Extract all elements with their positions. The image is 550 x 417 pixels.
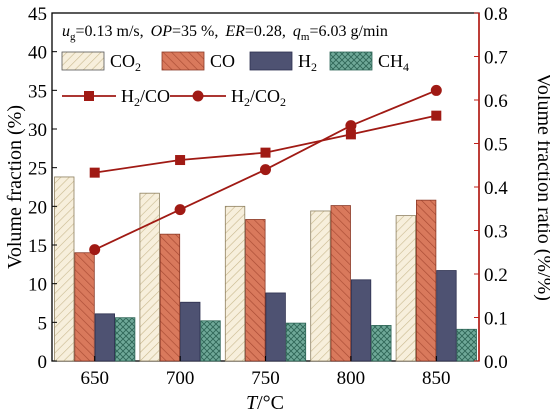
x-axis-title: T/°C [246,392,284,414]
bar-co2-850 [395,215,417,362]
bar-co-850 [415,199,437,362]
y-axis-title-left: Volume fraction (%) [4,105,26,269]
legend-swatch-co [161,51,205,71]
point-h2-co2-800 [345,120,357,132]
y-right-tick-label: 0.6 [484,91,508,112]
y-right-tick-label: 0.0 [484,352,508,373]
x-tick-label-650: 650 [80,368,109,389]
bar-h2-850 [436,270,457,362]
bar-co2-750 [224,205,246,362]
lines-layer [89,84,442,256]
bar-co-800 [330,205,351,362]
bar-co2-650 [54,176,75,362]
y-left-tick-label: 40 [28,43,47,64]
legend-label-h2co: H2/CO [121,86,170,109]
y-right-tick-label: 0.7 [484,48,508,69]
legend-label-h2co2: H2/CO2 [231,86,286,109]
point-h2-co-800 [345,129,356,140]
bar-co-750 [245,219,266,362]
bar-co2-800 [310,210,331,362]
legend-marker-circle [192,90,204,102]
legend-label-co: CO [210,51,235,71]
bars-layer [54,176,477,362]
legend-item-co2: CO2 [61,51,141,74]
conditions-text: ug=0.13 m/s, OP=35 %, ER=0.28, qm=6.03 g… [62,23,388,43]
y-right-tick-label: 0.3 [484,222,508,243]
point-h2-co2-650 [89,244,101,256]
legend-label-co2: CO2 [110,51,141,74]
y-left-tick-label: 45 [28,4,47,25]
bar-co-650 [74,252,95,362]
point-h2-co-650 [89,167,100,178]
legend-item-h2co: H2/CO [62,86,170,109]
bar-ch4-750 [285,322,307,362]
point-h2-co-750 [260,147,271,158]
legend-label-h2: H2 [298,51,317,74]
legend-marker-square [84,91,94,101]
x-tick-label-750: 750 [251,368,280,389]
legend-item-ch4: CH4 [329,51,409,74]
y-left-tick-label: 30 [28,120,47,141]
legend-swatch-h2 [249,51,293,71]
bar-h2-800 [350,279,372,362]
point-h2-co2-850 [430,84,442,96]
bar-ch4-700 [200,320,221,362]
legend: CO2 CO H2 CH4 H2/CO H2/CO2 [61,51,409,109]
y-left-tick-label: 5 [38,313,48,334]
point-h2-co-700 [175,155,186,166]
ticks-layer: 0 5 10 15 20 25 30 35 40 45 0.0 0.1 0.2 0.3 0.4 0.5 0.6 0… [28,4,508,389]
bar-h2-650 [94,313,115,362]
y-left-tick-label: 25 [28,159,47,180]
legend-item-h2co2: H2/CO2 [170,86,286,109]
y-left-tick-label: 15 [28,236,47,257]
y-left-tick-label: 0 [38,352,48,373]
y-right-tick-label: 0.5 [484,135,508,156]
point-h2-co2-750 [260,164,271,176]
x-tick-label-700: 700 [166,368,195,389]
bar-co-700 [159,233,181,362]
legend-item-h2: H2 [249,51,317,74]
bar-ch4-850 [456,328,477,362]
y-left-tick-label: 35 [28,81,47,102]
y-right-tick-label: 0.1 [484,309,508,330]
bar-ch4-650 [115,317,136,362]
y-left-tick-label: 20 [28,197,47,218]
point-h2-co-850 [431,110,442,121]
point-h2-co2-700 [174,204,186,216]
bar-ch4-800 [371,325,392,362]
y-left-tick-label: 10 [28,275,47,296]
legend-swatch-co2 [61,51,105,71]
y-right-tick-label: 0.8 [484,4,508,25]
bar-co2-700 [139,192,160,362]
legend-label-ch4: CH4 [378,51,409,74]
y-right-tick-label: 0.2 [484,265,508,286]
y-right-tick-label: 0.4 [484,178,508,199]
legend-item-co: CO [161,51,235,71]
bar-h2-700 [180,301,201,362]
bar-h2-750 [265,292,286,362]
legend-swatch-ch4 [329,51,373,71]
y-axis-title-right: Volume fraction ratio (%/%) [533,73,550,301]
x-tick-label-850: 850 [422,368,451,389]
x-tick-label-800: 800 [337,368,366,389]
